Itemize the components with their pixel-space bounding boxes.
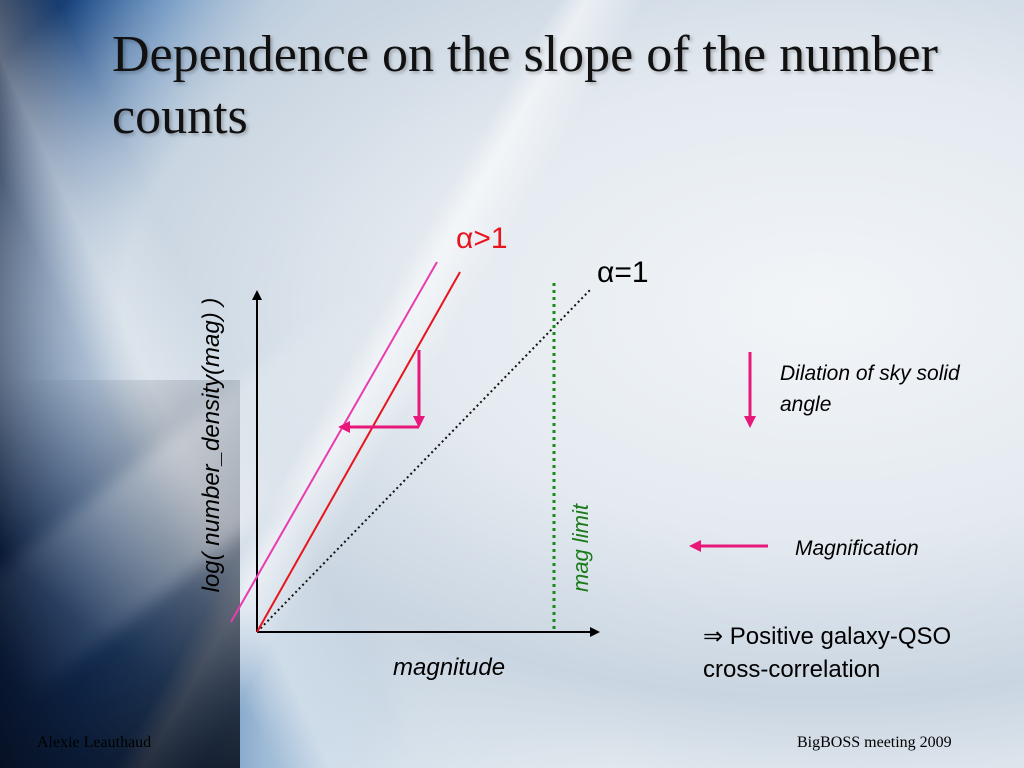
y-axis-label: log( number_density(mag) )	[198, 297, 225, 593]
footer-meeting: BigBOSS meeting 2009	[797, 734, 952, 751]
footer-author: Alexie Leauthaud	[37, 734, 152, 751]
dilation-label: Dilation of sky solid angle	[780, 362, 960, 416]
background-shade	[0, 380, 240, 768]
alpha-eq-1-line	[256, 289, 591, 633]
magnified-counts-line	[230, 261, 438, 623]
slide-title: Dependence on the slope of the number co…	[112, 26, 938, 145]
x-axis-label: magnitude	[393, 654, 506, 681]
magnification-label: Magnification	[795, 537, 919, 560]
alpha-eq-1-label: α=1	[597, 256, 649, 289]
mag-limit-label: mag limit	[568, 503, 593, 593]
conclusion-label: ⇒ Positive galaxy-QSO cross-correlation	[703, 623, 952, 683]
alpha-gt-1-line	[256, 271, 461, 633]
alpha-gt-1-label: α>1	[456, 222, 508, 255]
